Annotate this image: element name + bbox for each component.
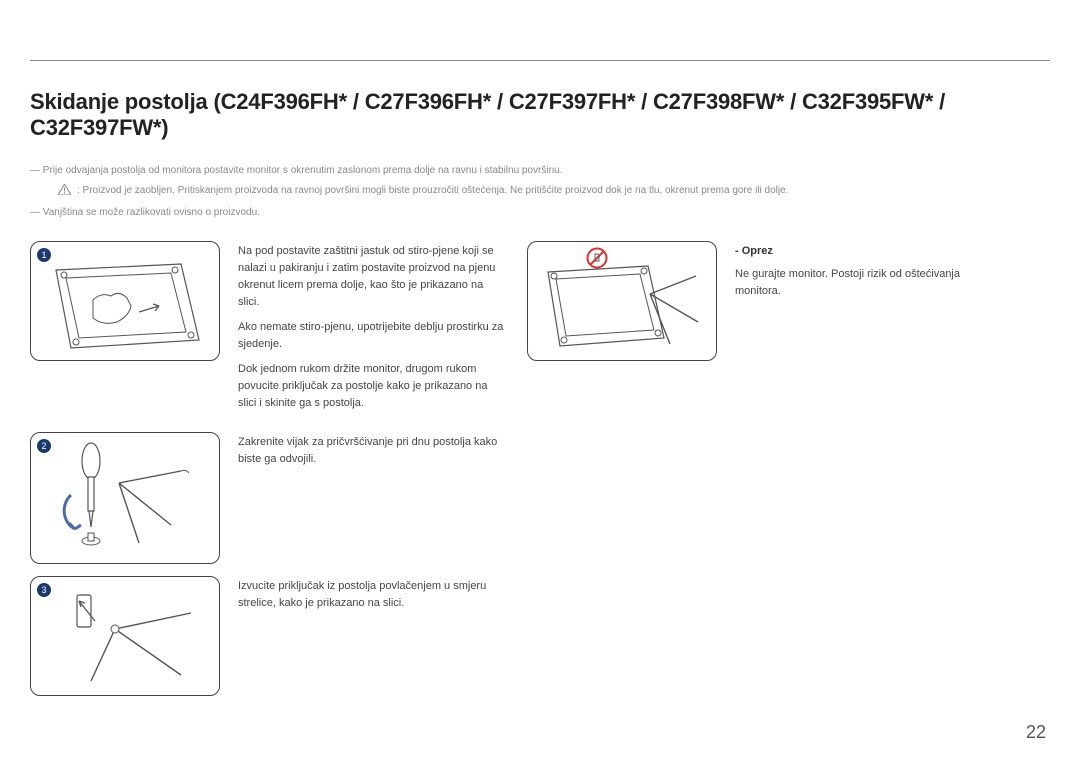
step-2-row: 2 [30,432,505,564]
caution-svg [528,242,718,362]
warning-text: : Proizvod je zaobljen. Pritiskanjem pro… [77,183,788,199]
step-1-p3: Dok jednom rukom držite monitor, drugom … [238,361,505,412]
step-3-p1: Izvucite priključak iz postolja povlačen… [238,578,505,612]
step-1-p1: Na pod postavite zaštitni jastuk od stir… [238,243,505,311]
steps-column: 1 [30,241,505,708]
caution-text: - Oprez Ne gurajte monitor. Postoji rizi… [735,241,1002,308]
note-line-2: Vanjština se može razlikovati ovisno o p… [30,205,1050,221]
step-1-text: Na pod postavite zaštitni jastuk od stir… [238,241,505,420]
page-title: Skidanje postolja (C24F396FH* / C27F396F… [30,89,1050,141]
step-1-svg [31,242,221,362]
step-3-illustration: 3 [30,576,220,696]
step-3-svg [31,577,221,697]
step-2-illustration: 2 [30,432,220,564]
caution-body: Ne gurajte monitor. Postoji rizik od ošt… [735,266,1002,300]
warning-line: : Proizvod je zaobljen. Pritiskanjem pro… [58,183,1050,199]
note-line-1: Prije odvajanja postolja od monitora pos… [30,163,1050,179]
caution-illustration [527,241,717,361]
step-2-text: Zakrenite vijak za pričvršćivanje pri dn… [238,432,505,476]
step-3-text: Izvucite priključak iz postolja povlačen… [238,576,505,620]
step-1-illustration: 1 [30,241,220,361]
step-2-svg [31,433,221,565]
step-1-p2: Ako nemate stiro-pjenu, upotrijebite deb… [238,319,505,353]
page-number: 22 [1026,722,1046,743]
step-1-row: 1 [30,241,505,420]
prohibit-icon [586,247,608,269]
content-columns: 1 [30,241,1050,708]
top-horizontal-rule [30,60,1050,61]
step-1-badge: 1 [37,248,51,262]
caution-column: - Oprez Ne gurajte monitor. Postoji rizi… [527,241,1002,373]
notes-block: Prije odvajanja postolja od monitora pos… [30,163,1050,221]
caution-title: - Oprez [735,243,1002,260]
step-2-p1: Zakrenite vijak za pričvršćivanje pri dn… [238,434,505,468]
step-3-row: 3 Izvucite priključak iz postolja povlač… [30,576,505,696]
caution-row: - Oprez Ne gurajte monitor. Postoji rizi… [527,241,1002,361]
warning-triangle-icon [58,184,71,195]
